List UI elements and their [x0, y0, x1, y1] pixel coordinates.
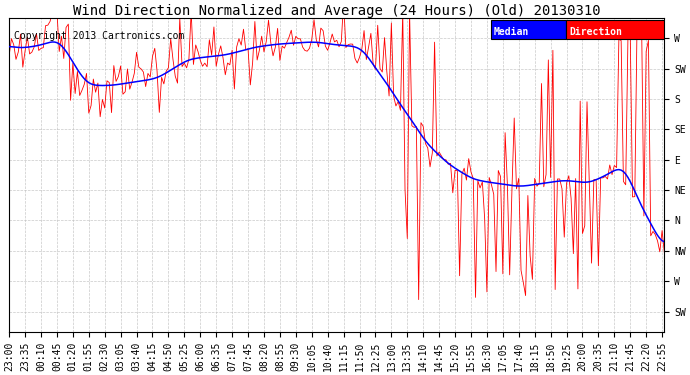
Text: Direction: Direction	[569, 27, 622, 38]
Text: Median: Median	[494, 27, 529, 38]
Title: Wind Direction Normalized and Average (24 Hours) (Old) 20130310: Wind Direction Normalized and Average (2…	[73, 4, 600, 18]
FancyBboxPatch shape	[491, 20, 566, 39]
Text: Copyright 2013 Cartronics.com: Copyright 2013 Cartronics.com	[14, 32, 184, 41]
FancyBboxPatch shape	[566, 20, 664, 39]
